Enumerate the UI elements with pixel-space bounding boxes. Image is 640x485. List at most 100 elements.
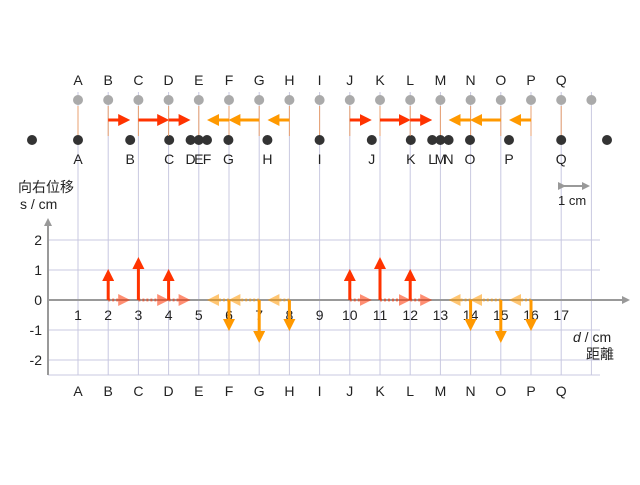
top-label: M: [435, 72, 447, 88]
top-label: C: [133, 72, 143, 88]
rest-dot: [284, 95, 295, 105]
y-axis-unit: s / cm: [20, 196, 57, 212]
particle-label: M: [435, 151, 447, 167]
x-tick-label: 9: [316, 307, 324, 323]
bottom-label: J: [346, 383, 353, 399]
x-tick-label: 17: [553, 307, 569, 323]
rest-dot: [556, 95, 567, 105]
graph-displacement-arrows: [102, 257, 537, 343]
top-label: L: [406, 72, 414, 88]
rest-dot: [254, 95, 265, 105]
particle-dot: [405, 135, 416, 145]
x-tick-label: 3: [135, 307, 143, 323]
top-label: B: [104, 72, 113, 88]
rest-dot: [344, 95, 355, 105]
top-label: F: [225, 72, 234, 88]
particle-dot: [443, 135, 454, 145]
particle-label: F: [203, 151, 212, 167]
particle-dot: [223, 135, 234, 145]
end-dot-right: [602, 135, 612, 145]
bottom-label: Q: [556, 383, 567, 399]
particle-label: I: [318, 151, 322, 167]
top-label: G: [254, 72, 265, 88]
bottom-label: B: [104, 383, 113, 399]
particle-dot: [504, 135, 514, 145]
top-label: Q: [556, 72, 567, 88]
y-tick-label: 2: [34, 232, 42, 248]
top-label: A: [73, 72, 83, 88]
x-tick-label: 11: [373, 307, 388, 323]
top-label: O: [495, 72, 506, 88]
particle-dot: [465, 135, 475, 145]
bottom-label: P: [526, 383, 535, 399]
x-tick-label: 2: [104, 307, 112, 323]
bottom-label: H: [284, 383, 294, 399]
particle-label: K: [406, 151, 416, 167]
particle-dot: [164, 135, 175, 145]
top-label: N: [466, 72, 476, 88]
x-axis-title: 距離: [586, 346, 614, 362]
rest-dot: [465, 95, 476, 105]
bottom-position-labels: A B C D E F G H I J K L M N O P Q: [73, 383, 566, 399]
x-axis-unit: d / cm: [573, 329, 611, 345]
x-axis-unit-rest: / cm: [581, 329, 611, 345]
bottom-label: I: [318, 383, 322, 399]
x-tick-label: 4: [165, 307, 173, 323]
particle-dot: [73, 135, 83, 145]
rest-dot: [526, 95, 536, 105]
rest-dot: [405, 95, 416, 105]
bottom-label: G: [254, 383, 265, 399]
particle-dot: [435, 135, 446, 145]
rest-dot: [495, 95, 506, 105]
scale-label: 1 cm: [558, 193, 586, 208]
scale-bar: 1 cm: [558, 182, 590, 208]
particle-dot: [427, 135, 438, 145]
particle-dot: [193, 135, 204, 145]
y-tick-label: -1: [30, 322, 43, 338]
rest-dot: [163, 95, 174, 105]
x-axis-unit-symbol: d: [573, 329, 582, 345]
top-label: E: [194, 72, 203, 88]
x-tick-label: 5: [195, 307, 203, 323]
x-tick-label: 10: [342, 307, 358, 323]
rest-position-dots: [73, 95, 597, 105]
particle-label: D: [186, 151, 196, 167]
bottom-label: E: [194, 383, 203, 399]
particle-dot: [556, 135, 567, 145]
rest-dot: [73, 95, 83, 105]
rest-dot: [193, 95, 204, 105]
top-label: K: [375, 72, 385, 88]
top-label: H: [284, 72, 294, 88]
particle-label: G: [223, 151, 234, 167]
rest-dot: [314, 95, 325, 105]
top-label: J: [346, 72, 353, 88]
rest-dot: [133, 95, 144, 105]
particle-dot: [262, 135, 273, 145]
particle-dot: [202, 135, 212, 145]
particle-dot: [366, 135, 377, 145]
particle-label: B: [126, 151, 135, 167]
x-tick-label: 12: [402, 307, 418, 323]
top-position-labels: A B C D E F G H I J K L M N O P Q: [73, 72, 566, 88]
y-tick-label: 0: [34, 292, 42, 308]
particle-label: Q: [556, 151, 567, 167]
particle-label: C: [164, 151, 174, 167]
particle-dot: [125, 135, 136, 145]
particle-label: N: [444, 151, 454, 167]
particle-label: L: [428, 151, 436, 167]
particle-dot: [185, 135, 196, 145]
grid-lines: [48, 92, 600, 376]
displaced-particles: A B C DE F G H I J K LMN O P Q: [27, 106, 612, 167]
bottom-label: L: [406, 383, 414, 399]
top-label: D: [164, 72, 174, 88]
end-dot-left: [27, 135, 37, 145]
rest-dot: [375, 95, 385, 105]
particle-label: J: [368, 151, 375, 167]
particle-label: H: [262, 151, 272, 167]
particle-label: P: [504, 151, 513, 167]
bottom-label: O: [495, 383, 506, 399]
bottom-label: N: [466, 383, 476, 399]
x-tick-label: 13: [433, 307, 449, 323]
